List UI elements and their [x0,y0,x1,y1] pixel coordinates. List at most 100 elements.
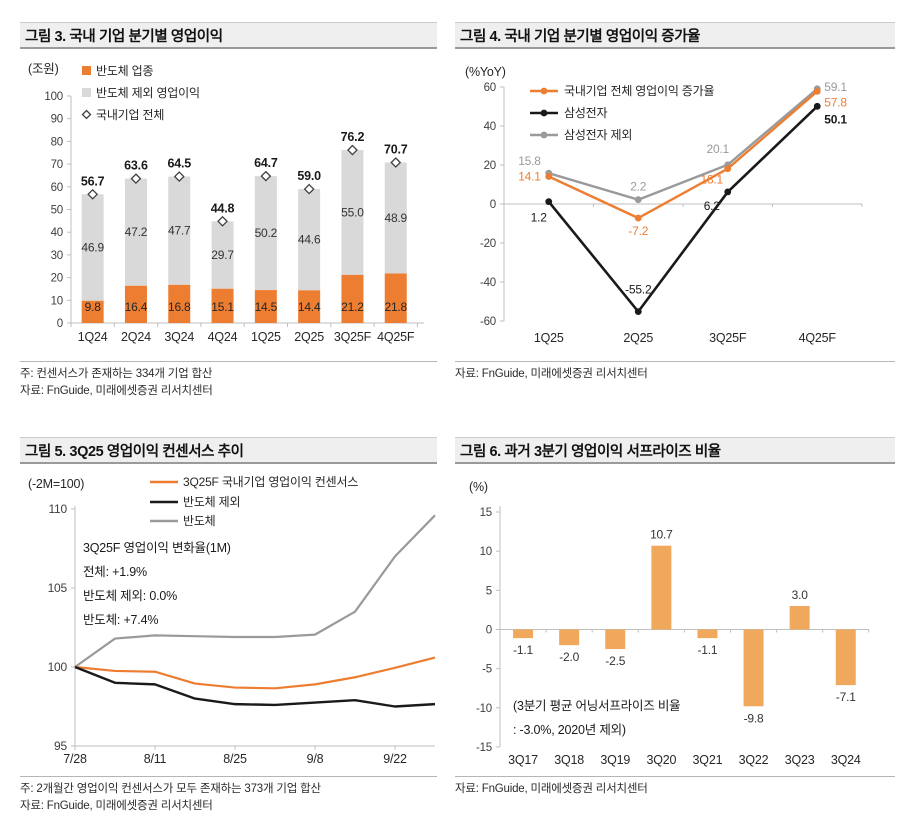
svg-text:반도체: +7.4%: 반도체: +7.4% [83,613,158,627]
svg-text:(%YoY): (%YoY) [465,65,506,79]
svg-text:6.2: 6.2 [704,199,721,213]
svg-text:0: 0 [57,318,63,330]
svg-text:3Q25F: 3Q25F [334,330,372,344]
figure-5-title-bar: 그림 5. 3Q25 영업이익 컨센서스 추이 [20,437,437,464]
svg-text:21.2: 21.2 [341,300,364,314]
svg-text:3Q20: 3Q20 [646,753,676,767]
svg-text:90: 90 [51,114,63,126]
svg-text:50: 50 [51,205,63,217]
figure-6-footer: 자료: FnGuide, 미래에셋증권 리서치센터 [455,776,895,798]
svg-text:삼성전자: 삼성전자 [564,106,608,120]
svg-text:80: 80 [51,136,63,148]
svg-text:9.8: 9.8 [85,300,102,314]
svg-text:40: 40 [51,227,63,239]
svg-text:48.9: 48.9 [384,211,407,225]
svg-text:44.8: 44.8 [211,201,235,215]
svg-text:2Q24: 2Q24 [121,330,151,344]
svg-text:4Q25F: 4Q25F [799,331,837,345]
svg-text:4Q25F: 4Q25F [377,330,415,344]
svg-text:-2.0: -2.0 [559,650,579,664]
svg-text:29.7: 29.7 [211,248,234,262]
svg-text:3Q23: 3Q23 [785,753,815,767]
figure-5-source: 자료: FnGuide, 미래에셋증권 리서치센터 [20,800,213,813]
svg-text:반도체 제외: 반도체 제외 [183,495,240,509]
svg-text:2.2: 2.2 [630,180,647,194]
svg-text:3Q25F: 3Q25F [709,331,747,345]
figure-3-title: 그림 3. 국내 기업 분기별 영업이익 [25,28,223,45]
svg-text:8/25: 8/25 [223,752,247,766]
svg-text:95: 95 [54,739,67,753]
svg-text:15.1: 15.1 [211,300,234,314]
svg-text:0: 0 [490,199,496,211]
figure-4-title-bar: 그림 4. 국내 기업 분기별 영업이익 증가율 [455,22,895,49]
svg-text:1Q25: 1Q25 [251,330,281,344]
svg-text:3Q24: 3Q24 [164,330,194,344]
svg-text:15: 15 [480,507,492,519]
figure-5-panel: 그림 5. 3Q25 영업이익 컨센서스 추이 95 100 105 110 7/28 8… [20,437,437,816]
svg-text:16.4: 16.4 [125,300,148,314]
svg-text:3Q19: 3Q19 [600,753,630,767]
svg-text:전체: +1.9%: 전체: +1.9% [83,565,147,579]
svg-text:3.0: 3.0 [792,588,809,602]
svg-text:47.7: 47.7 [168,224,191,238]
svg-text:(조원): (조원) [28,62,59,76]
svg-text:반도체 업종: 반도체 업종 [96,64,153,78]
figure-5-footer: 주: 2개월간 영업이익 컨센서스가 모두 존재하는 373개 기업 합산 자료… [20,776,437,816]
svg-text:64.5: 64.5 [167,157,191,171]
svg-text:9/8: 9/8 [307,752,324,766]
svg-text:100: 100 [48,660,68,674]
svg-text:삼성전자 제외: 삼성전자 제외 [564,128,632,142]
svg-text:국내기업 전체: 국내기업 전체 [96,108,164,122]
svg-text:20.1: 20.1 [706,142,729,156]
svg-text:20: 20 [51,273,63,285]
svg-text:1Q24: 1Q24 [78,330,108,344]
svg-text:2Q25: 2Q25 [623,331,653,345]
svg-text:8/11: 8/11 [144,752,167,766]
svg-text:3Q24: 3Q24 [831,753,861,767]
svg-text:-60: -60 [480,316,496,328]
svg-text:10.7: 10.7 [650,528,673,542]
svg-text:110: 110 [48,502,67,516]
figure-4-source: 자료: FnGuide, 미래에셋증권 리서치센터 [455,368,648,380]
svg-text:3Q22: 3Q22 [739,753,769,767]
svg-text:5: 5 [486,585,492,597]
svg-text:56.7: 56.7 [81,174,105,188]
svg-text:60: 60 [51,182,63,194]
figure-5-title: 그림 5. 3Q25 영업이익 컨센서스 추이 [25,443,244,460]
figure-3-footer: 주: 컨센서스가 존재하는 334개 기업 합산 자료: FnGuide, 미래… [20,361,437,401]
svg-text:14.1: 14.1 [518,170,541,184]
figure-4-title: 그림 4. 국내 기업 분기별 영업이익 증가율 [460,28,701,45]
figure-3-chart: 0 10 20 30 40 50 60 70 80 90 100 46.9 9.8 56.7 1Q24 47.… [28,62,424,344]
figure-5-chart: 95 100 105 110 7/28 8/11 8/25 9/8 9/22 (-2M=100) 3… [28,475,436,766]
svg-text:-1.1: -1.1 [513,643,533,657]
svg-text:50.2: 50.2 [255,226,278,240]
svg-text:60: 60 [484,82,496,94]
svg-text:-55.2: -55.2 [625,283,652,297]
figure-6-source: 자료: FnGuide, 미래에셋증권 리서치센터 [455,783,648,795]
figure-4-footer: 자료: FnGuide, 미래에셋증권 리서치센터 [455,361,895,383]
svg-text:0: 0 [486,625,492,637]
svg-text:(-2M=100): (-2M=100) [28,477,84,491]
svg-text:30: 30 [51,250,63,262]
svg-text:1.2: 1.2 [531,211,548,225]
figure-6-title-bar: 그림 6. 과거 3분기 영업이익 서프라이즈 비율 [455,437,895,464]
svg-text:국내기업 전체 영업이익 증가율: 국내기업 전체 영업이익 증가율 [564,84,714,98]
svg-text:-7.1: -7.1 [836,690,856,704]
figure-3-title-bar: 그림 3. 국내 기업 분기별 영업이익 [20,22,437,49]
svg-text:반도체: 반도체 [183,514,216,528]
figure-6-chart: -15 -10 -5 0 5 10 15 -1.1 3Q17 -2.0 3Q18 -2.5 3Q19 10… [469,480,870,767]
figure-4-chart: -60 -40 -20 0 20 40 60 15.8 2.2 20.1 59.1 14.1 -7.2 1… [465,65,863,345]
svg-text:-1.1: -1.1 [698,643,718,657]
svg-text:76.2: 76.2 [341,130,365,144]
svg-text:3Q18: 3Q18 [554,753,584,767]
svg-text:64.7: 64.7 [254,156,278,170]
svg-text:44.6: 44.6 [298,233,321,247]
svg-text:14.4: 14.4 [298,300,321,314]
svg-text:20: 20 [484,160,496,172]
svg-text:100: 100 [44,91,63,103]
svg-text:-7.2: -7.2 [628,224,648,238]
svg-text:(%): (%) [469,480,488,494]
svg-text:4Q24: 4Q24 [208,330,238,344]
svg-text:3Q25F 영업이익 변화율(1M): 3Q25F 영업이익 변화율(1M) [83,541,231,555]
svg-text:반도체 제외 영업이익: 반도체 제외 영업이익 [96,86,200,100]
